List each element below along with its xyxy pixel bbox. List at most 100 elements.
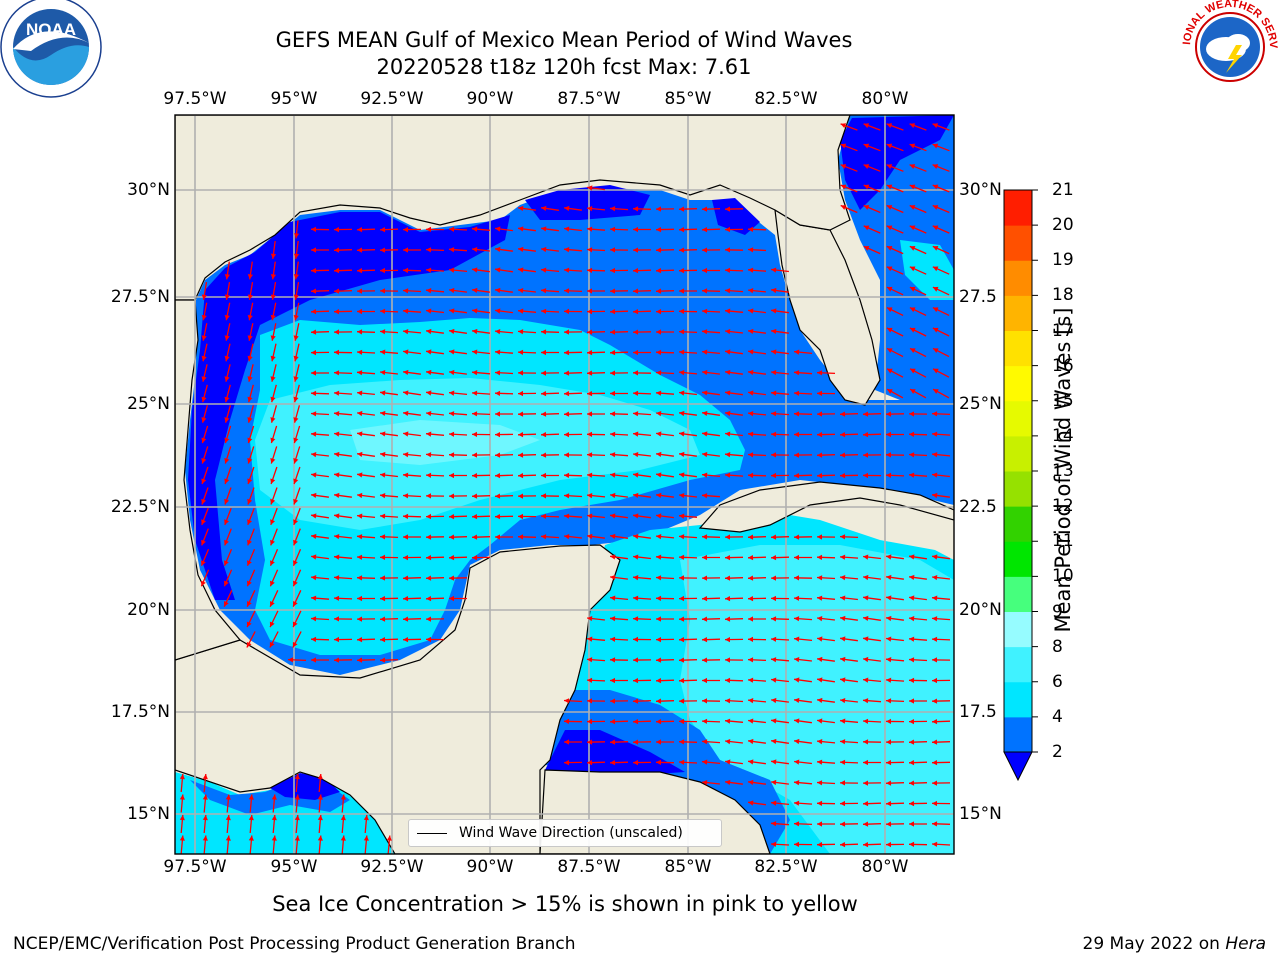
- wind-wave-arrowhead: [748, 452, 754, 458]
- colorbar-level-label: 19: [1052, 250, 1074, 271]
- wind-wave-arrowhead: [771, 841, 777, 847]
- wind-wave-arrowhead: [403, 349, 409, 355]
- wind-wave-arrowhead: [270, 478, 276, 484]
- wind-wave-arrowhead: [725, 349, 731, 355]
- wind-wave-arrowhead: [909, 307, 916, 313]
- wind-wave-arrowhead: [363, 835, 369, 841]
- wind-wave-arrowhead: [932, 657, 937, 663]
- wind-wave-arrowhead: [587, 206, 593, 212]
- wind-wave-arrowhead: [886, 615, 892, 622]
- wind-wave-arrowhead: [932, 719, 938, 725]
- wind-wave-arrowhead: [932, 780, 937, 786]
- wind-wave-arrowhead: [518, 205, 524, 212]
- wind-wave-arrowhead: [380, 493, 386, 499]
- wind-wave-arrowhead: [886, 184, 893, 190]
- wind-wave-arrowhead: [725, 431, 731, 437]
- wind-wave-arrowhead: [817, 616, 823, 622]
- wind-wave-arrowhead: [449, 431, 455, 437]
- wind-wave-arrowhead: [863, 246, 870, 251]
- wind-wave-arrowhead: [357, 349, 363, 355]
- lat-right-label: 25°N: [959, 394, 1002, 414]
- wind-wave-arrowhead: [633, 329, 639, 335]
- colorbar-level-label: 16: [1052, 355, 1074, 376]
- wind-wave-arrowhead: [449, 226, 455, 232]
- colorbar-segment: [1004, 365, 1032, 402]
- wind-wave-arrowhead: [610, 267, 615, 274]
- wind-wave-arrowhead: [426, 534, 432, 540]
- wind-wave-arrowhead: [932, 307, 939, 313]
- wind-wave-arrowhead: [426, 349, 432, 355]
- wind-wave-arrowhead: [656, 657, 662, 663]
- wind-wave-arrowhead: [840, 554, 846, 560]
- colorbar-level-label: 10: [1052, 566, 1074, 587]
- wind-wave-arrowhead: [587, 513, 593, 519]
- wind-wave-arrowhead: [633, 247, 638, 253]
- wind-wave-arrowhead: [910, 368, 916, 374]
- wind-wave-arrowhead: [202, 815, 208, 821]
- wind-wave-arrowhead: [202, 774, 208, 780]
- wind-wave-arrowhead: [633, 472, 639, 478]
- wind-wave-arrowhead: [702, 329, 708, 335]
- wind-wave-arrowhead: [886, 718, 891, 724]
- wind-wave-arrowhead: [294, 835, 300, 841]
- wind-wave-arrowhead: [357, 513, 363, 519]
- wind-wave-arrowhead: [863, 123, 870, 129]
- wind-wave-arrowhead: [863, 636, 869, 642]
- wind-wave-arrowhead: [357, 288, 362, 294]
- wind-wave-arrowhead: [610, 370, 615, 376]
- wind-wave-arrowhead: [909, 452, 915, 458]
- wind-wave-arrowhead: [472, 555, 477, 561]
- chart-subtitle: 20220528 t18z 120h fcst Max: 7.61: [376, 55, 752, 79]
- wind-wave-arrowhead: [293, 315, 299, 321]
- wind-wave-arrowhead: [202, 794, 208, 800]
- wind-wave-arrowhead: [587, 309, 592, 315]
- lat-left-label: 25°N: [127, 394, 170, 414]
- wind-wave-arrowhead: [380, 288, 385, 294]
- wind-wave-arrowhead: [725, 657, 730, 663]
- wind-wave-arrowhead: [886, 164, 893, 169]
- lon-bottom-label: 97.5°W: [163, 857, 227, 877]
- wind-wave-arrowhead: [794, 349, 800, 355]
- wind-wave-arrowhead: [357, 575, 363, 581]
- wind-wave-arrowhead: [633, 513, 639, 519]
- wind-wave-arrowhead: [357, 637, 363, 643]
- wind-wave-arrowhead: [518, 493, 523, 499]
- wind-wave-arrowhead: [495, 514, 501, 520]
- wind-wave-arrowhead: [656, 370, 662, 376]
- wind-wave-arrowhead: [817, 575, 823, 581]
- lon-top-label: 85°W: [664, 89, 712, 109]
- wind-wave-arrowhead: [771, 370, 777, 376]
- wind-wave-arrowhead: [334, 390, 340, 396]
- wind-wave-arrowhead: [725, 739, 731, 745]
- wind-wave-arrowhead: [449, 514, 455, 520]
- wind-wave-arrowhead: [293, 274, 299, 280]
- legend-label: Wind Wave Direction (unscaled): [459, 825, 683, 841]
- wind-wave-arrowhead: [201, 294, 207, 300]
- wind-wave-arrowhead: [702, 780, 708, 786]
- wind-wave-arrowhead: [840, 205, 847, 210]
- wind-wave-arrowhead: [656, 678, 662, 684]
- wind-wave-arrowhead: [610, 739, 616, 745]
- wind-wave-arrowhead: [863, 595, 869, 601]
- wind-wave-arrowhead: [909, 472, 915, 478]
- wind-wave-arrowhead: [541, 205, 547, 211]
- wind-wave-arrowhead: [932, 841, 938, 847]
- wind-wave-arrowhead: [909, 246, 916, 251]
- wind-wave-arrowhead: [748, 267, 754, 273]
- colorbar-segment: [1004, 681, 1032, 718]
- colorbar-segment: [1004, 260, 1032, 296]
- wind-wave-arrowhead: [357, 492, 363, 499]
- wind-wave-arrowhead: [932, 616, 938, 622]
- wind-wave-arrowhead: [380, 329, 386, 335]
- wind-wave-arrowhead: [633, 411, 639, 417]
- wind-wave-arrowhead: [363, 815, 369, 821]
- wind-wave-arrowhead: [679, 739, 685, 745]
- colorbar-level-label: 14: [1052, 425, 1074, 446]
- map-area[interactable]: [175, 115, 954, 854]
- wind-wave-arrowhead: [679, 513, 685, 519]
- wind-wave-arrowhead: [311, 513, 317, 519]
- wind-wave-arrowhead: [932, 739, 938, 745]
- wind-wave-arrowhead: [886, 801, 892, 807]
- wind-wave-arrowhead: [334, 349, 339, 355]
- wind-wave-arrowhead: [840, 432, 846, 438]
